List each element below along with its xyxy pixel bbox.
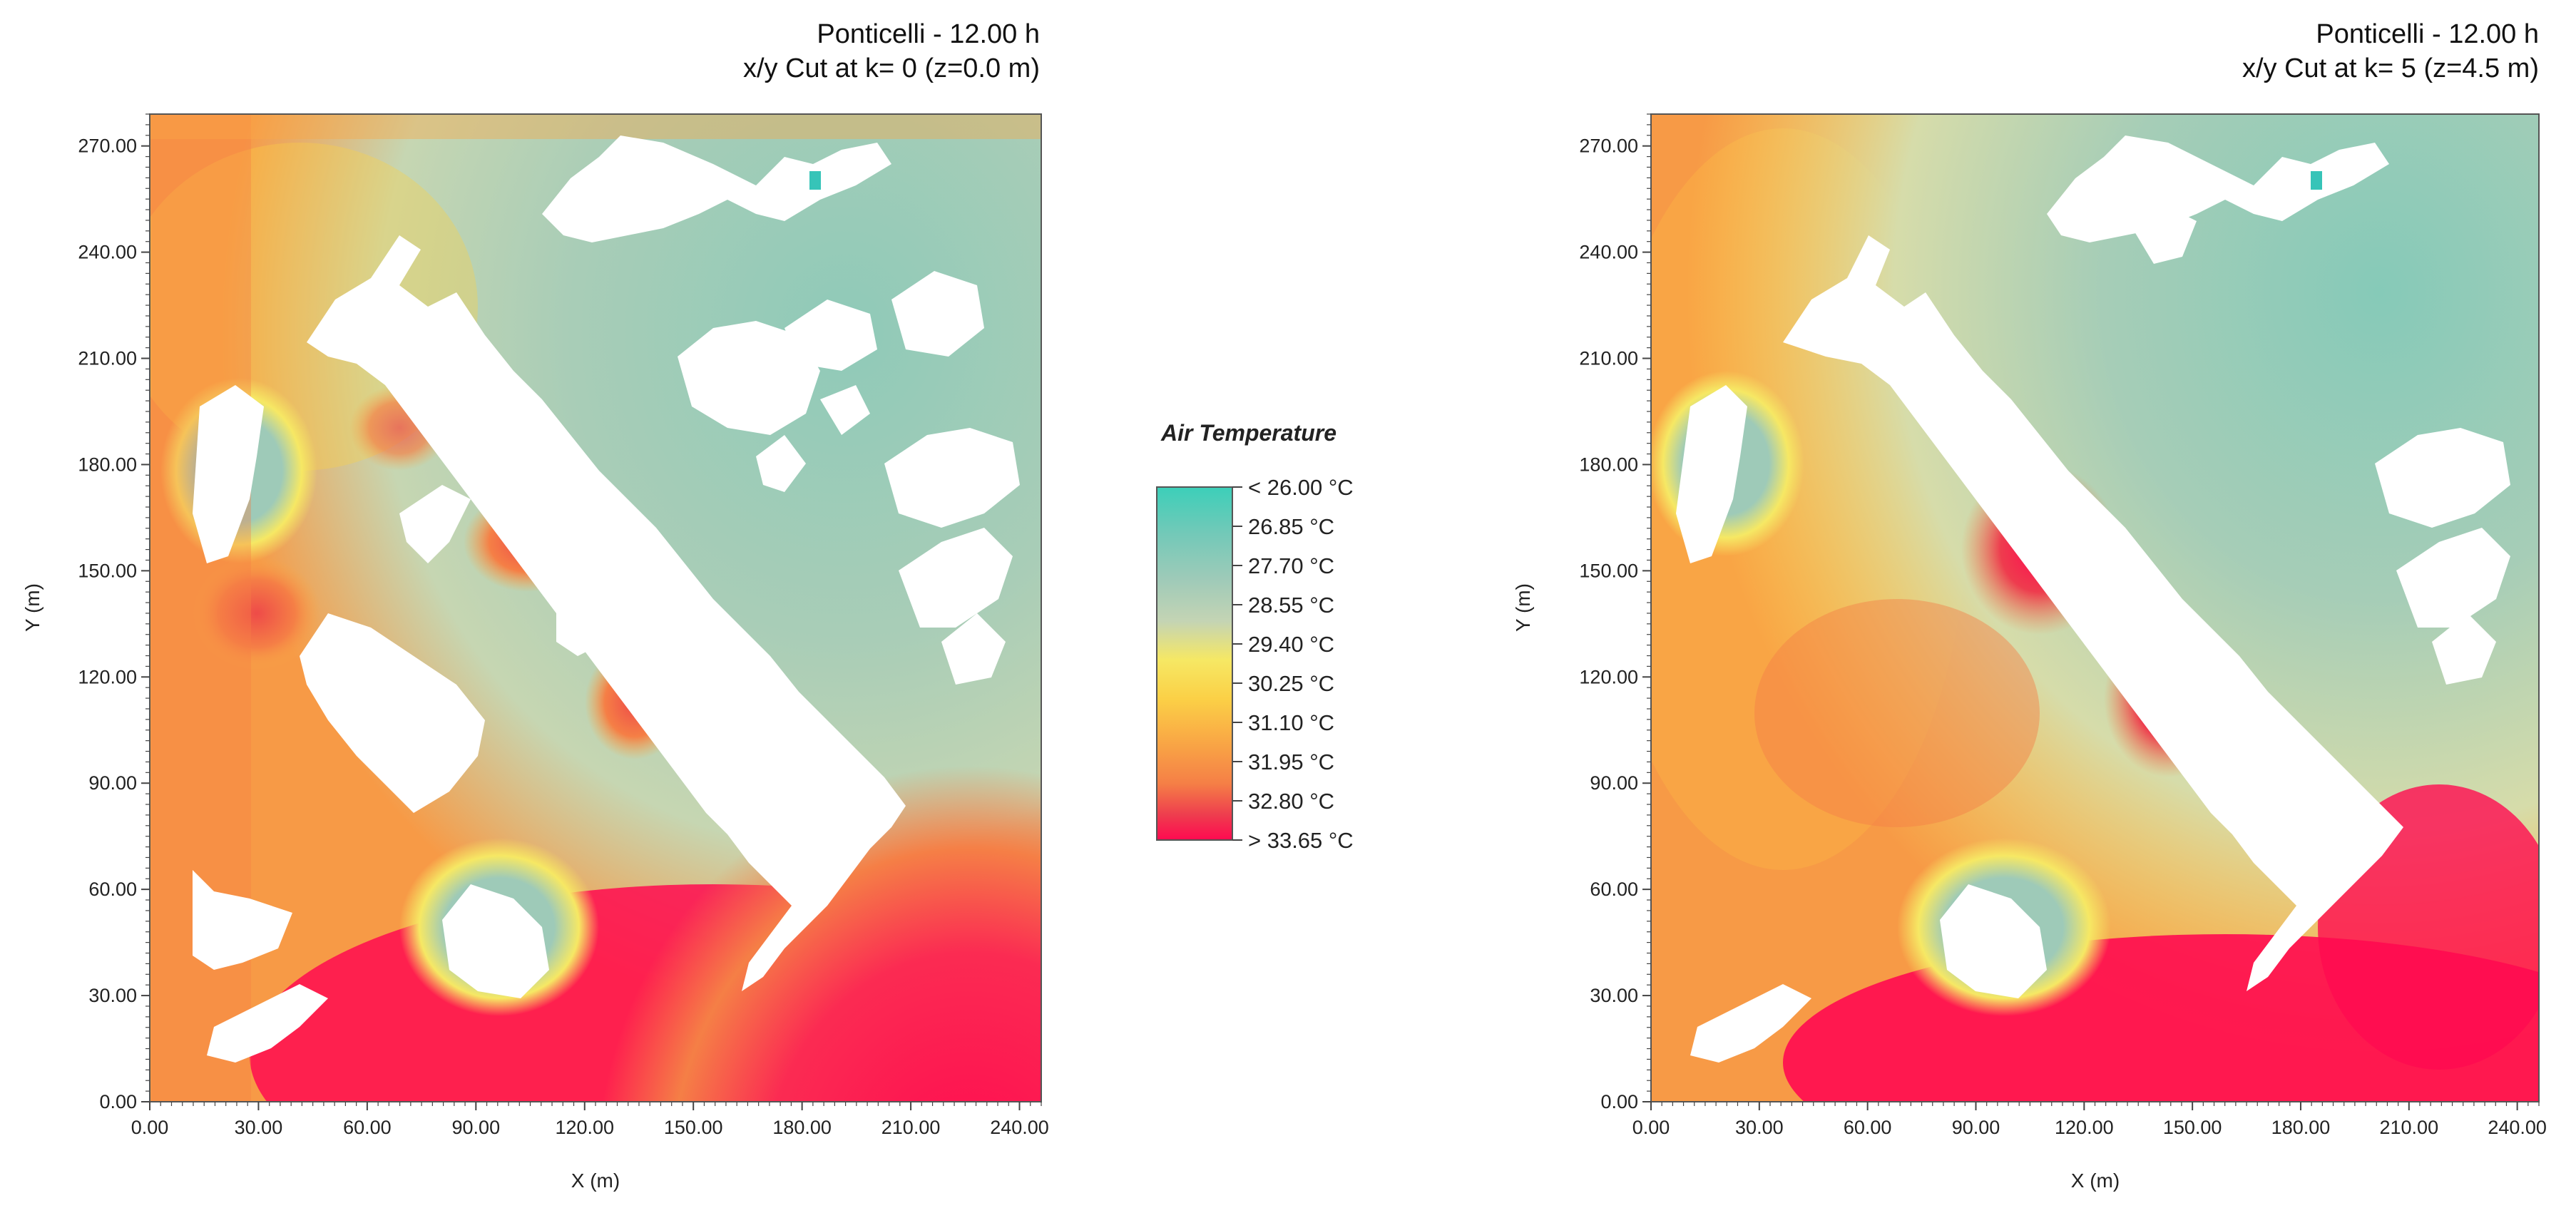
y-tick-label: 150.00 <box>1579 560 1638 581</box>
y-tick-label: 210.00 <box>78 348 137 369</box>
x-tick-label: 30.00 <box>235 1117 283 1138</box>
water-cell-marker <box>2311 171 2322 190</box>
y-axis-label: Y (m) <box>1512 583 1534 632</box>
y-tick-label: 120.00 <box>78 666 137 687</box>
legend-entry: 27.70 °C <box>1248 553 1334 578</box>
x-tick-label: 90.00 <box>452 1117 501 1138</box>
heatmap-field <box>1651 114 2539 1102</box>
x-tick-label: 0.00 <box>131 1117 169 1138</box>
y-tick-label: 90.00 <box>1590 772 1638 794</box>
legend-entry: 26.85 °C <box>1248 514 1334 539</box>
y-tick-label: 240.00 <box>78 242 137 263</box>
y-axis: 0.00 30.00 60.00 90.00 120.00 150.00 180.00 210… <box>78 113 150 1112</box>
y-tick-label: 0.00 <box>99 1091 137 1112</box>
y-tick-label: 270.00 <box>1579 135 1638 157</box>
heatmap-panel-ground: Ponticelli - 12.00 h x/y Cut at k= 0 (z=… <box>21 19 1049 1192</box>
chart-title: Ponticelli - 12.00 h <box>2316 19 2539 49</box>
x-tick-label: 0.00 <box>1632 1117 1670 1138</box>
y-tick-label: 30.00 <box>1590 985 1638 1006</box>
y-axis-label: Y (m) <box>21 583 44 632</box>
x-tick-label: 30.00 <box>1735 1117 1784 1138</box>
legend-entry: < 26.00 °C <box>1248 475 1354 500</box>
x-tick-label: 150.00 <box>664 1117 723 1138</box>
y-tick-label: 90.00 <box>88 772 137 794</box>
x-tick-label: 60.00 <box>343 1117 392 1138</box>
water-cell-marker <box>809 171 821 190</box>
legend-entry: 28.55 °C <box>1248 593 1334 618</box>
x-tick-label: 210.00 <box>2380 1117 2439 1138</box>
x-tick-label: 120.00 <box>2055 1117 2114 1138</box>
heatmap-panel-elevated: Ponticelli - 12.00 h x/y Cut at k= 5 (z=… <box>1512 19 2547 1192</box>
x-tick-label: 60.00 <box>1844 1117 1892 1138</box>
x-tick-label: 90.00 <box>1952 1117 2000 1138</box>
x-tick-label: 240.00 <box>990 1117 1049 1138</box>
legend-entry: 31.10 °C <box>1248 710 1334 735</box>
x-tick-label: 180.00 <box>772 1117 832 1138</box>
y-tick-label: 150.00 <box>78 560 137 581</box>
x-tick-label: 150.00 <box>2163 1117 2222 1138</box>
y-tick-label: 210.00 <box>1579 348 1638 369</box>
y-tick-label: 270.00 <box>78 135 137 157</box>
x-axis-label: X (m) <box>571 1170 620 1192</box>
x-axis: 0.00 30.00 60.00 90.00 120.00 150.00 180.00 210… <box>131 1102 1049 1138</box>
y-tick-label: 180.00 <box>78 454 137 475</box>
legend-title: Air Temperature <box>1160 420 1336 446</box>
color-legend: Air Temperature < 26.00 °C 26.85 °C 27.70 … <box>1156 420 1354 853</box>
y-tick-label: 120.00 <box>1579 666 1638 687</box>
heatmap-field <box>150 114 1041 1102</box>
legend-entry: 31.95 °C <box>1248 749 1334 774</box>
chart-subtitle: x/y Cut at k= 0 (z=0.0 m) <box>743 53 1040 83</box>
legend-entry: 29.40 °C <box>1248 632 1334 657</box>
legend-entry: 30.25 °C <box>1248 671 1334 696</box>
x-axis-label: X (m) <box>2071 1170 2120 1192</box>
y-tick-label: 30.00 <box>88 985 137 1006</box>
x-axis: 0.00 30.00 60.00 90.00 120.00 150.00 180.00 210… <box>1632 1102 2547 1138</box>
legend-entry: > 33.65 °C <box>1248 828 1354 853</box>
x-tick-label: 240.00 <box>2488 1117 2547 1138</box>
y-tick-label: 0.00 <box>1600 1091 1638 1112</box>
legend-entry: 32.80 °C <box>1248 789 1334 814</box>
chart-title: Ponticelli - 12.00 h <box>817 19 1040 49</box>
x-tick-label: 180.00 <box>2271 1117 2331 1138</box>
building-footprints <box>193 135 1020 1063</box>
building-footprints <box>1676 135 2510 1063</box>
x-tick-label: 210.00 <box>881 1117 941 1138</box>
chart-subtitle: x/y Cut at k= 5 (z=4.5 m) <box>2242 53 2539 83</box>
y-tick-label: 60.00 <box>88 879 137 900</box>
y-tick-label: 60.00 <box>1590 879 1638 900</box>
x-tick-label: 120.00 <box>555 1117 614 1138</box>
legend-colorbar <box>1156 486 1233 841</box>
y-tick-label: 240.00 <box>1579 242 1638 263</box>
y-tick-label: 180.00 <box>1579 454 1638 475</box>
y-axis: 0.00 30.00 60.00 90.00 120.00 150.00 180.00 210… <box>1579 113 1651 1112</box>
